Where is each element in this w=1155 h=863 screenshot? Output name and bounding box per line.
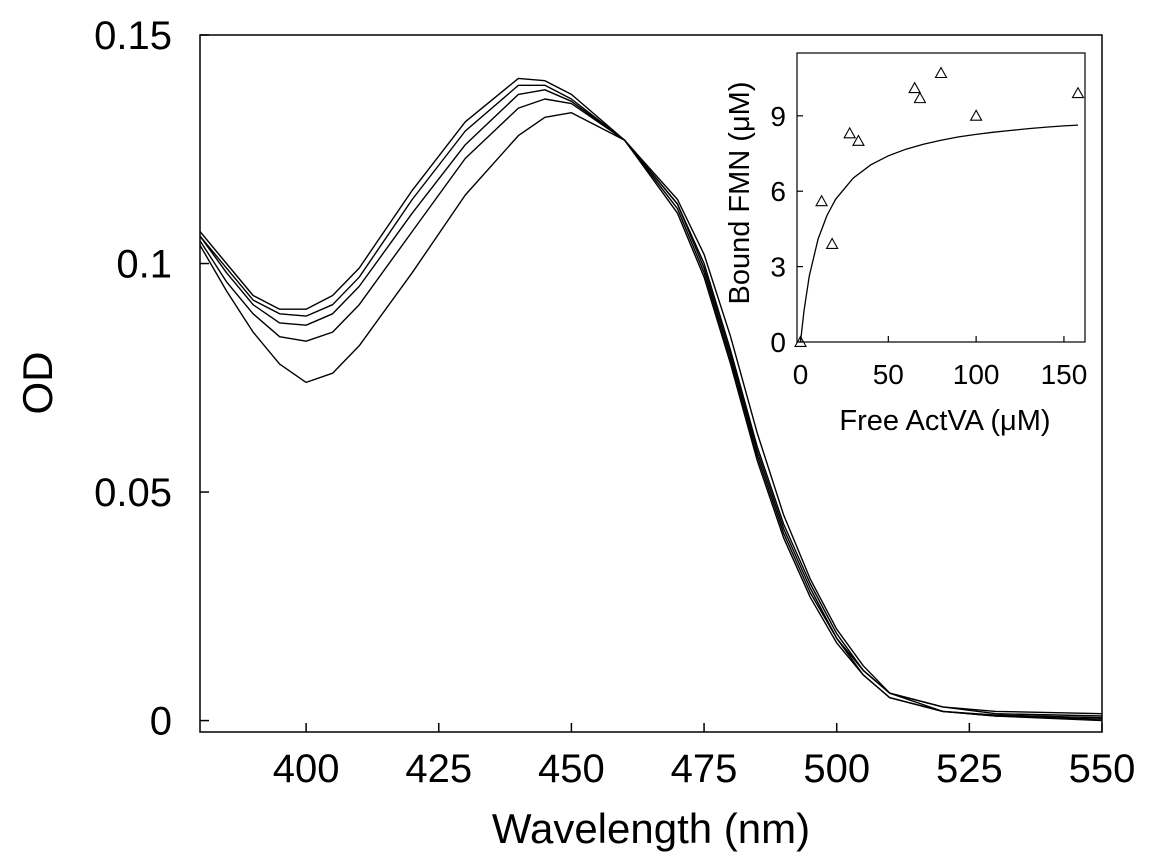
main-y-tick-label-0.1: 0.1 [116, 243, 172, 287]
main-x-tick-label-500: 500 [803, 747, 870, 791]
inset-data-point-2 [815, 194, 829, 207]
main-x-tick-label-450: 450 [538, 747, 605, 791]
inset-x-tick-label-50: 50 [873, 359, 904, 390]
main-x-tick-label-425: 425 [405, 747, 472, 791]
main-y-ticks: 0 0.05 0.1 0.15 [94, 14, 209, 744]
inset-y-tick-label-3: 3 [770, 252, 786, 283]
inset-data-point-6 [908, 81, 922, 94]
inset-plot: 0 50 100 150 0 3 6 9 Free ActVA (μM) Bound FMN… [724, 52, 1088, 437]
main-x-tick-label-475: 475 [671, 747, 738, 791]
inset-x-ticks: 0 50 100 150 [793, 336, 1088, 390]
inset-data-point-8 [934, 66, 948, 79]
inset-y-ticks: 0 3 6 9 [770, 101, 803, 358]
main-x-axis-title: Wavelength (nm) [492, 805, 810, 852]
main-x-ticks: 400 425 450 475 500 525 550 [273, 723, 1136, 791]
inset-data-point-3 [825, 237, 839, 249]
inset-plot-frame [796, 52, 1086, 343]
main-series-group [199, 77, 1103, 722]
spectrum-line-5 [199, 112, 1103, 715]
inset-data-point-7 [913, 91, 927, 104]
inset-fit-curve [799, 124, 1079, 343]
inset-data-point-10 [1071, 86, 1085, 99]
inset-x-tick-label-0: 0 [793, 359, 809, 390]
inset-points-group [794, 66, 1085, 347]
main-x-tick-label-400: 400 [273, 747, 340, 791]
main-y-tick-label-0.05: 0.05 [94, 471, 172, 515]
inset-data-point-4 [843, 126, 857, 139]
spectrum-line-2 [199, 84, 1103, 720]
main-x-tick-label-550: 550 [1069, 747, 1136, 791]
inset-y-tick-label-0: 0 [770, 327, 786, 358]
inset-fit-group [799, 124, 1079, 343]
inset-data-point-9 [969, 109, 983, 121]
main-y-tick-label-0: 0 [150, 700, 172, 744]
inset-y-axis-title: Bound FMN (μM) [724, 82, 756, 305]
main-y-tick-label-0.15: 0.15 [94, 14, 172, 58]
inset-data-point-5 [852, 134, 865, 146]
main-plot: 400 425 450 475 500 525 550 00.050.10.15 Wavel… [14, 14, 1135, 852]
spectrum-line-3 [199, 89, 1103, 719]
main-y-axis-title: OD [14, 352, 61, 415]
inset-x-axis-title: Free ActVA (μM) [839, 405, 1050, 437]
inset-y-tick-label-9: 9 [770, 101, 786, 132]
main-x-tick-label-525: 525 [936, 747, 1003, 791]
inset-x-tick-label-150: 150 [1041, 359, 1088, 390]
inset-y-tick-label-6: 6 [770, 176, 786, 207]
main-plot-frame [199, 34, 1103, 733]
inset-x-tick-label-100: 100 [953, 359, 1000, 390]
